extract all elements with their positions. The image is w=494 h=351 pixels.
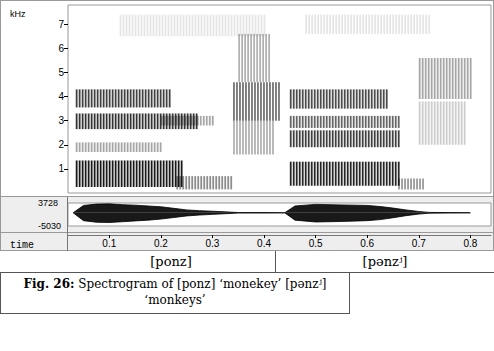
svg-text:1: 1 [58,163,64,174]
svg-text:0.6: 0.6 [360,238,374,249]
svg-text:-5030: -5030 [38,221,61,231]
svg-text:3: 3 [58,115,64,126]
svg-text:5: 5 [58,67,64,78]
svg-text:4: 4 [58,91,64,102]
svg-text:0.5: 0.5 [309,238,323,249]
svg-text:7: 7 [58,19,64,30]
html-text:[pənzʲ]: [pənzʲ] [362,254,408,269]
svg-text:0.2: 0.2 [154,238,168,249]
svg-text:3728: 3728 [38,198,58,208]
svg-text:0.8: 0.8 [463,238,477,249]
svg-text:kHz: kHz [10,9,26,19]
svg-text:0.3: 0.3 [205,238,219,249]
svg-text:0.7: 0.7 [412,238,426,249]
svg-text:time: time [10,240,34,251]
svg-text:2: 2 [58,139,64,150]
svg-text:0.4: 0.4 [257,238,271,249]
html-text:Fig. 26: Spectrogram of [ponz]: Fig. 26: Spectrogram of [ponz] ‘monekey’… [23,277,327,307]
svg-text:0.1: 0.1 [102,238,116,249]
html-text:[ponz]: [ponz] [150,254,192,269]
svg-text:6: 6 [58,43,64,54]
